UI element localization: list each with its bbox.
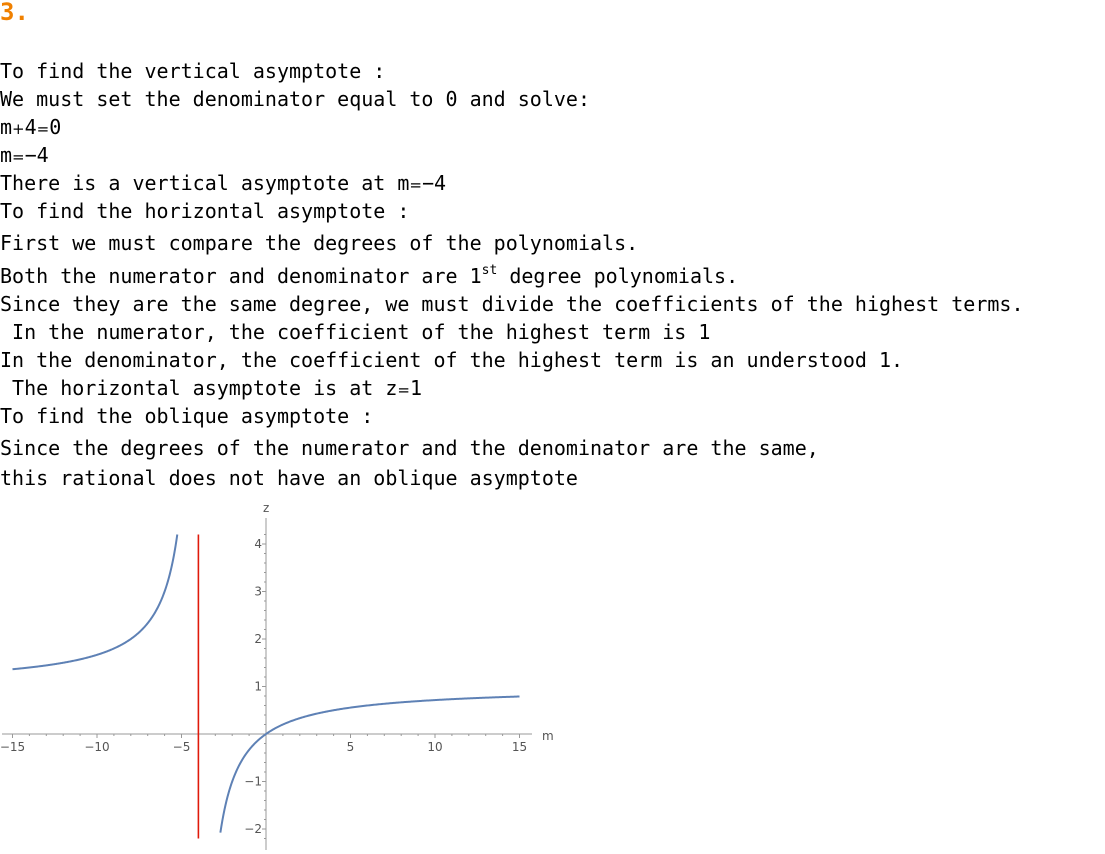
eq1-num: 4	[24, 115, 37, 139]
y-tick-label: −1	[244, 775, 262, 789]
vertical-instruction: We must set the denominator equal to 0 a…	[0, 87, 591, 111]
section-number: 3.	[0, 0, 29, 26]
oblique-line-2: this rational does not have an oblique a…	[0, 466, 578, 490]
vertical-result-text: There is a vertical asymptote at	[0, 171, 398, 195]
equation-2: m=−4	[0, 143, 49, 169]
eq1-var: m	[0, 115, 13, 139]
eq2-var: m	[0, 143, 13, 167]
eq1-equals: =	[36, 120, 50, 138]
curves	[12, 534, 520, 833]
y-tick-label: 3	[254, 585, 262, 599]
eq2-rhs: −4	[24, 143, 49, 167]
equation-1: m+4=0	[0, 115, 61, 141]
horizontal-numerator: In the numerator, the coefficient of the…	[0, 320, 711, 344]
y-axis-label: z	[263, 501, 269, 515]
ticks: −15 −10 −5 5 10 15 −2 −1 1 2 3 4	[0, 534, 527, 839]
x-tick-label: 15	[512, 740, 527, 754]
both-after: degree polynomials.	[497, 264, 739, 288]
horizontal-result-value: 1	[409, 376, 422, 400]
oblique-heading: To find the oblique asymptote :	[0, 404, 374, 428]
x-tick-label: 10	[427, 740, 442, 754]
horizontal-result: The horizontal asymptote is at z=1	[0, 376, 422, 402]
horizontal-same-degree: Since they are the same degree, we must …	[0, 292, 1024, 316]
function-plot: −15 −10 −5 5 10 15 −2 −1 1 2 3 4 m z	[0, 501, 554, 850]
y-tick-label: 4	[254, 537, 262, 551]
vertical-result-value: −4	[421, 171, 447, 195]
curve-right-branch	[219, 695, 520, 833]
x-tick-label: −5	[173, 740, 191, 754]
horizontal-compare: First we must compare the degrees of the…	[0, 231, 639, 255]
y-tick-label: 1	[254, 680, 262, 694]
horizontal-denominator: In the denominator, the coefficient of t…	[0, 348, 904, 372]
vertical-result: There is a vertical asymptote at m=−4	[0, 171, 446, 197]
x-tick-label: −15	[0, 740, 25, 754]
vertical-result-var: m	[397, 171, 410, 195]
both-before: Both the numerator and denominator are 1	[0, 264, 482, 288]
eq1-rhs: 0	[49, 115, 62, 139]
x-axis-label: m	[542, 729, 554, 743]
horizontal-both: Both the numerator and denominator are 1…	[0, 264, 738, 288]
horizontal-result-equals: =	[397, 381, 410, 399]
x-tick-label: −10	[84, 740, 109, 754]
horizontal-result-var: z	[385, 376, 398, 400]
axes	[2, 518, 532, 850]
oblique-line-1: Since the degrees of the numerator and t…	[0, 436, 819, 460]
vertical-heading: To find the vertical asymptote :	[0, 59, 386, 83]
x-tick-label: 5	[347, 740, 355, 754]
y-tick-label: 2	[254, 632, 262, 646]
y-tick-label: −2	[244, 822, 262, 836]
both-superscript: st	[481, 263, 498, 278]
horizontal-result-text: The horizontal asymptote is at	[0, 376, 386, 400]
eq2-equals: =	[12, 148, 25, 166]
curve-left-branch	[12, 534, 179, 671]
horizontal-heading: To find the horizontal asymptote :	[0, 199, 410, 223]
vertical-result-equals: =	[409, 176, 422, 194]
eq1-plus: +	[12, 120, 25, 138]
